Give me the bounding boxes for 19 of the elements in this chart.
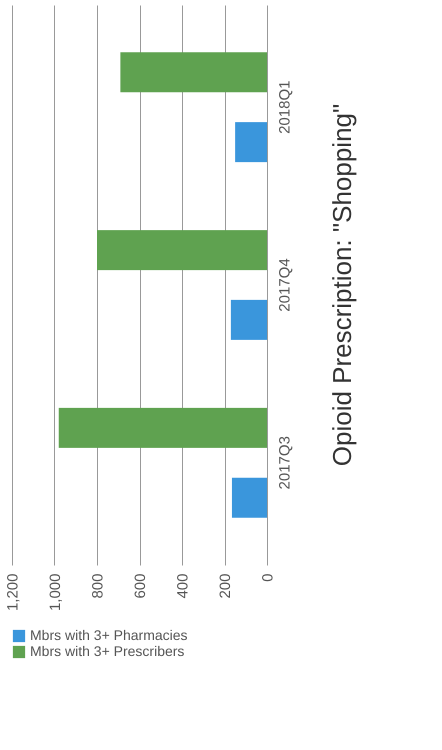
x-tick-label: 200 [217, 574, 234, 599]
bar [232, 478, 267, 518]
bar [97, 230, 267, 270]
x-tick-label: 1,000 [47, 574, 64, 612]
bar [230, 300, 267, 340]
y-tick-label: 2017Q3 [276, 436, 294, 490]
bar [58, 408, 267, 448]
legend-label: Mbrs with 3+ Prescribers [30, 643, 184, 659]
y-tick-label: 2017Q4 [276, 258, 294, 312]
x-tick-label: 600 [132, 574, 149, 599]
x-tick-label: 1,200 [4, 574, 22, 612]
legend-label: Mbrs with 3+ Pharmacies [30, 627, 188, 643]
bar [120, 52, 267, 92]
text: Opioid Prescription: "Shopping" [327, 104, 357, 466]
bar [235, 122, 267, 162]
x-tick-label: 800 [90, 574, 106, 599]
x-tick-label: 0 [260, 574, 276, 582]
y-tick-label: 2018Q1 [276, 80, 294, 134]
x-tick-label: 400 [174, 574, 192, 599]
